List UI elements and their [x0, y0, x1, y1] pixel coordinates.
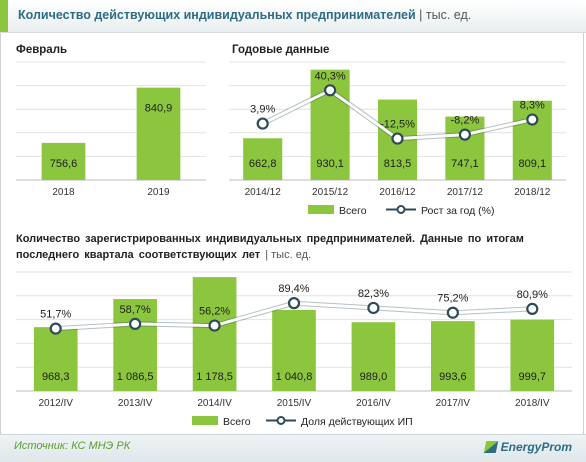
line-point [526, 113, 539, 126]
legend-label-bars: Всего [339, 205, 367, 217]
bar-value-label: 756,6 [50, 158, 78, 170]
legend-swatch-bars [308, 205, 334, 214]
line-value-label: -8,2% [451, 115, 480, 127]
source-note: Источник: КС МНЭ РК [14, 440, 131, 452]
panel-title-annual: Годовые данные [232, 44, 330, 56]
bar-2-2017/IV [431, 321, 475, 391]
bar-2-2015/IV [272, 309, 316, 391]
x-tick-label: 2014/IV [197, 398, 232, 409]
line-value-label: 82,3% [358, 288, 389, 300]
x-tick-label: 2017/12 [447, 187, 484, 198]
line-value-label: 56,2% [199, 306, 230, 318]
brand-logo-text: EnergyProm [500, 440, 572, 454]
x-tick-label: 2016/12 [379, 187, 416, 198]
x-tick-label: 2018/12 [514, 187, 551, 198]
panel-title-february: Февраль [16, 44, 68, 56]
line-value-label: 3,9% [250, 104, 275, 116]
line-point [256, 117, 269, 130]
line-point [526, 302, 539, 315]
bar-value-label: 1 086,5 [117, 371, 154, 383]
bar-value-label: 930,1 [316, 158, 344, 170]
x-tick-label: 2019 [147, 187, 170, 198]
section-title-unit: | тыс. ед. [265, 249, 312, 261]
line-point [458, 128, 471, 141]
line-point [367, 301, 380, 315]
line-point [49, 322, 62, 335]
energyprom-logo-icon [483, 441, 498, 453]
bar-2-2012/IV [33, 327, 78, 391]
page-title-text: Количество действующих индивидуальных пр… [18, 8, 416, 22]
x-tick-label: 2012/IV [38, 398, 73, 409]
bar-value-label: 1 040,8 [276, 371, 313, 383]
legend-swatch-point [396, 205, 406, 214]
bar-value-label: 809,1 [519, 158, 547, 170]
bar-value-label: 1 178,5 [196, 371, 233, 383]
x-tick-label: 2015/12 [312, 187, 349, 198]
header-accent [0, 0, 8, 32]
line-point [324, 84, 337, 97]
footer: Источник: КС МНЭ РК EnergyProm [0, 434, 586, 462]
line-value-label: -12,5% [380, 119, 415, 131]
line-point [208, 319, 221, 332]
line-point [391, 132, 404, 145]
x-tick-label: 2014/12 [245, 187, 282, 198]
bar-2-2013/IV [113, 299, 157, 391]
line-value-label: 8,3% [520, 100, 545, 112]
line-point [287, 297, 301, 310]
line-value-label: 75,2% [437, 293, 468, 305]
x-tick-label: 2018/IV [515, 398, 550, 409]
bar-value-label: 840,9 [145, 103, 173, 115]
bar-1-2017/12 [445, 116, 485, 180]
page-title: Количество действующих индивидуальных пр… [18, 8, 471, 22]
bar-2-2016/IV [351, 322, 396, 391]
x-tick-label: 2013/IV [118, 398, 153, 409]
bar-value-label: 968,3 [42, 371, 70, 383]
line-point [129, 317, 142, 330]
bar-2-2018/IV [510, 319, 555, 391]
legend-swatch-bars [192, 416, 218, 425]
header-band: Количество действующих индивидуальных пр… [0, 0, 586, 33]
bar-value-label: 813,5 [384, 158, 412, 170]
bar-1-2014/12 [243, 138, 283, 180]
charts-canvas: 756,6 2018 840,9 2019 662,8 2014/12 930,1 2015/… [16, 61, 572, 428]
line-value-label: 80,9% [517, 289, 548, 301]
bar-0-2018 [41, 142, 86, 180]
x-tick-label: 2015/IV [277, 398, 312, 409]
bar-value-label: 993,6 [439, 371, 467, 383]
bar-value-label: 747,1 [451, 158, 479, 170]
line-point [446, 306, 459, 319]
section-title-registered: Количество зарегистрированных индивидуал… [16, 231, 586, 263]
x-tick-label: 2017/IV [436, 398, 471, 409]
line-value-label: 51,7% [40, 309, 71, 321]
bar-value-label: 989,0 [360, 371, 388, 383]
bar-0-2019 [136, 87, 181, 180]
line-value-label: 89,4% [278, 283, 309, 295]
legend-label-line: Рост за год (%) [421, 205, 495, 217]
line-value-label: 58,7% [120, 304, 151, 316]
bar-value-label: 662,8 [249, 158, 277, 170]
legend-label-line: Доля действующих ИП [301, 416, 413, 428]
x-tick-label: 2016/IV [356, 398, 391, 409]
legend-label-bars: Всего [223, 416, 251, 428]
page-title-unit: | тыс. ед. [419, 8, 472, 22]
bar-value-label: 999,7 [519, 371, 547, 383]
legend-swatch-point [276, 416, 286, 425]
bar-2-2014/IV [192, 277, 237, 391]
section-title-text: Количество зарегистрированных индивидуал… [16, 233, 524, 261]
brand-logo: EnergyProm [483, 440, 572, 454]
line-value-label: 40,3% [314, 70, 345, 82]
x-tick-label: 2018 [52, 187, 75, 198]
